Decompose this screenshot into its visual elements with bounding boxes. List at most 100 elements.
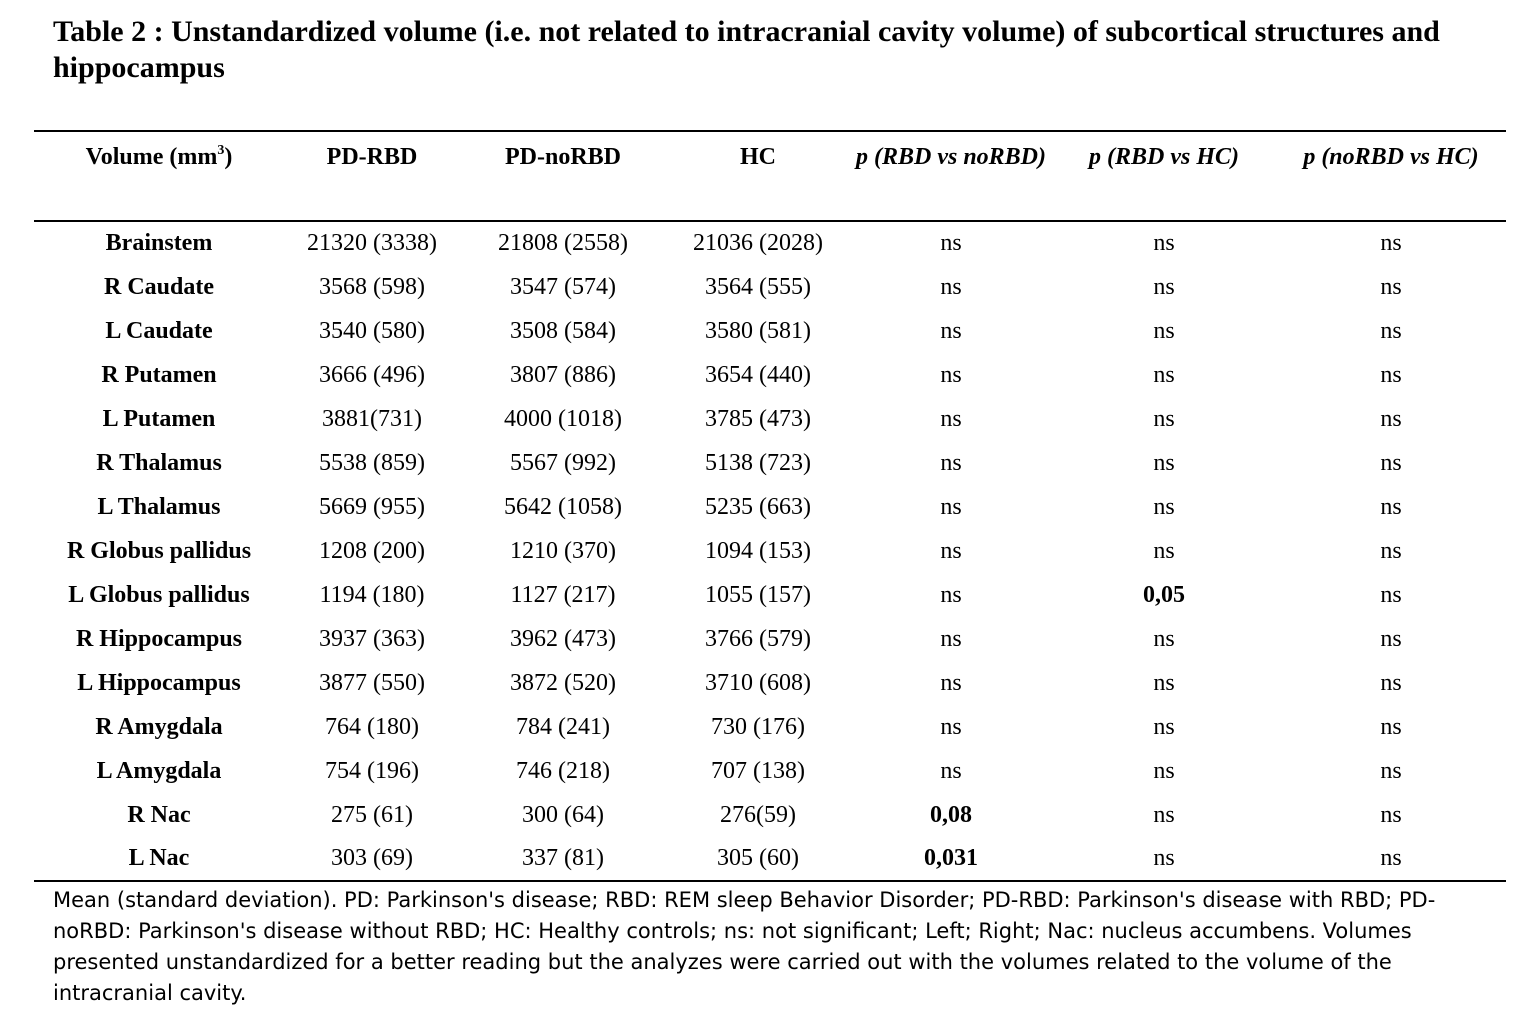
p-norbd-vs-hc-cell: ns [1276, 837, 1506, 882]
table-row: R Caudate 3568 (598) 3547 (574) 3564 (555) n… [34, 265, 1506, 309]
table-row: R Putamen 3666 (496) 3807 (886) 3654 (440) n… [34, 353, 1506, 397]
p-norbd-vs-hc-cell: ns [1380, 669, 1402, 696]
row-label: L Thalamus [97, 493, 221, 520]
p-norbd-vs-hc-cell: ns [1380, 317, 1402, 344]
p-rbd-vs-hc-cell: ns [1153, 625, 1175, 652]
pd-rbd-cell: 764 (180) [325, 713, 419, 740]
pd-rbd-cell: 3937 (363) [319, 625, 425, 652]
p-norbd-vs-hc-cell: ns [1380, 713, 1402, 740]
p-norbd-vs-hc-cell: ns [1380, 581, 1402, 608]
header-row: Volume (mm3) PD-RBD PD-noRBD HC p (RBD v… [34, 130, 1506, 222]
pd-rbd-cell: 303 (69) [284, 837, 460, 882]
p-rbd-vs-norbd-cell: ns [940, 449, 962, 476]
pd-norbd-cell: 3547 (574) [510, 273, 616, 300]
pd-norbd-cell: 1210 (370) [510, 537, 616, 564]
pd-rbd-cell: 3877 (550) [319, 669, 425, 696]
p-rbd-vs-hc-cell: ns [1153, 713, 1175, 740]
pd-norbd-cell: 3872 (520) [510, 669, 616, 696]
row-label: L Caudate [105, 317, 213, 344]
p-rbd-vs-norbd-cell: ns [940, 669, 962, 696]
header-p-rbd-vs-hc: p (RBD vs HC) [1052, 130, 1276, 222]
row-label: R Putamen [101, 361, 217, 388]
p-norbd-vs-hc-cell: ns [1380, 361, 1402, 388]
pd-norbd-cell: 4000 (1018) [504, 405, 622, 432]
hc-cell: 305 (60) [666, 837, 850, 882]
pd-norbd-cell: 3508 (584) [510, 317, 616, 344]
pd-norbd-cell: 3807 (886) [510, 361, 616, 388]
header-pd-norbd: PD-noRBD [460, 130, 666, 222]
row-label: L Putamen [102, 405, 216, 432]
p-norbd-vs-hc-cell: ns [1380, 537, 1402, 564]
hc-cell: 3580 (581) [705, 317, 811, 344]
pd-norbd-cell: 784 (241) [516, 713, 610, 740]
pd-rbd-cell: 275 (61) [331, 801, 413, 828]
row-label: R Thalamus [96, 449, 222, 476]
p-rbd-vs-norbd-cell: 0,031 [850, 837, 1052, 882]
pd-norbd-cell: 300 (64) [522, 801, 604, 828]
p-rbd-vs-norbd-cell: ns [940, 713, 962, 740]
pd-rbd-cell: 3568 (598) [319, 273, 425, 300]
header-volume-text: Volume (mm [85, 144, 218, 170]
p-rbd-vs-hc-cell: 0,05 [1143, 581, 1185, 608]
table-row: R Hippocampus 3937 (363) 3962 (473) 3766 (5… [34, 617, 1506, 661]
pd-rbd-cell: 1208 (200) [319, 537, 425, 564]
hc-cell: 1055 (157) [705, 581, 811, 608]
table-row: R Thalamus 5538 (859) 5567 (992) 5138 (723)… [34, 441, 1506, 485]
hc-cell: 1094 (153) [705, 537, 811, 564]
hc-cell: 5138 (723) [705, 449, 811, 476]
p-rbd-vs-hc-cell: ns [1153, 273, 1175, 300]
row-label: R Caudate [103, 273, 214, 300]
table-row: R Amygdala 764 (180) 784 (241) 730 (176) ns n… [34, 705, 1506, 749]
p-rbd-vs-norbd-cell: ns [940, 361, 962, 388]
header-hc: HC [666, 130, 850, 222]
hc-cell: 3785 (473) [705, 405, 811, 432]
p-rbd-vs-norbd-cell: ns [940, 317, 962, 344]
header-p-norbd-vs-hc: p (noRBD vs HC) [1276, 130, 1506, 222]
p-rbd-vs-norbd-cell: ns [940, 493, 962, 520]
p-rbd-vs-hc-cell: ns [1153, 493, 1175, 520]
table-body: Brainstem 21320 (3338) 21808 (2558) 21036 (… [34, 221, 1506, 882]
row-label: R Globus pallidus [66, 537, 252, 564]
p-norbd-vs-hc-cell: ns [1380, 449, 1402, 476]
pd-rbd-cell: 3881(731) [322, 405, 422, 432]
p-norbd-vs-hc-cell: ns [1380, 273, 1402, 300]
pd-rbd-cell: 5669 (955) [319, 493, 425, 520]
p-rbd-vs-hc-cell: ns [1153, 317, 1175, 344]
hc-cell: 3710 (608) [705, 669, 811, 696]
header-volume-superscript: 3 [217, 143, 225, 158]
header-pd-rbd: PD-RBD [284, 130, 460, 222]
pd-norbd-cell: 337 (81) [460, 837, 666, 882]
p-rbd-vs-norbd-cell: ns [940, 537, 962, 564]
pd-norbd-cell: 3962 (473) [510, 625, 616, 652]
hc-cell: 3654 (440) [705, 361, 811, 388]
pd-norbd-cell: 1127 (217) [510, 581, 616, 608]
p-norbd-vs-hc-cell: ns [1380, 801, 1402, 828]
table-row: L Caudate 3540 (580) 3508 (584) 3580 (581) n… [34, 309, 1506, 353]
p-rbd-vs-norbd-cell: ns [940, 230, 962, 256]
hc-cell: 3564 (555) [705, 273, 811, 300]
table-row: L Thalamus 5669 (955) 5642 (1058) 5235 (663… [34, 485, 1506, 529]
hc-cell: 21036 (2028) [693, 230, 823, 256]
pd-norbd-cell: 5567 (992) [510, 449, 616, 476]
row-label: R Hippocampus [75, 625, 243, 652]
p-rbd-vs-hc-cell: ns [1153, 449, 1175, 476]
table-row: L Globus pallidus 1194 (180) 1127 (217) 105… [34, 573, 1506, 617]
pd-norbd-cell: 746 (218) [516, 757, 610, 784]
table-header: Volume (mm3) PD-RBD PD-noRBD HC p (RBD v… [34, 130, 1506, 222]
p-rbd-vs-norbd-cell: 0,08 [930, 801, 972, 828]
header-volume: Volume (mm3) [34, 130, 284, 222]
pd-rbd-cell: 21320 (3338) [307, 230, 437, 256]
header-p-rbd-vs-norbd: p (RBD vs noRBD) [850, 130, 1052, 222]
p-rbd-vs-norbd-cell: ns [940, 405, 962, 432]
p-norbd-vs-hc-cell: ns [1380, 405, 1402, 432]
p-rbd-vs-hc-cell: ns [1052, 837, 1276, 882]
row-label: Brainstem [105, 230, 213, 256]
hc-cell: 5235 (663) [705, 493, 811, 520]
table-title: Table 2 : Unstandardized volume (i.e. no… [53, 15, 1440, 84]
table-row: R Globus pallidus 1208 (200) 1210 (370) 109… [34, 529, 1506, 573]
p-rbd-vs-norbd-cell: ns [940, 581, 962, 608]
pd-rbd-cell: 5538 (859) [319, 449, 425, 476]
table-row: L Amygdala 754 (196) 746 (218) 707 (138) ns n… [34, 749, 1506, 793]
row-label: R Amygdala [95, 713, 223, 740]
p-rbd-vs-hc-cell: ns [1153, 405, 1175, 432]
